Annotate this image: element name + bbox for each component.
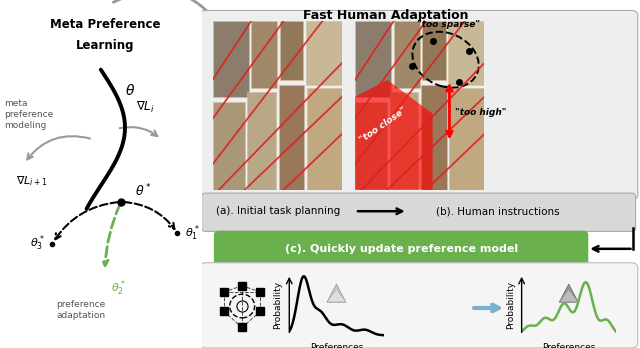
Text: $\theta^*$: $\theta^*$ xyxy=(135,183,152,200)
Bar xyxy=(390,92,419,190)
Bar xyxy=(212,21,249,97)
Bar xyxy=(248,92,276,190)
Bar xyxy=(307,88,342,190)
FancyBboxPatch shape xyxy=(200,263,638,348)
Text: $\theta_2^*$: $\theta_2^*$ xyxy=(111,278,125,298)
Text: "too sparse": "too sparse" xyxy=(417,20,480,29)
FancyBboxPatch shape xyxy=(214,231,588,268)
Text: $\nabla L_i$: $\nabla L_i$ xyxy=(136,100,154,115)
Bar xyxy=(355,21,391,97)
Text: Probability: Probability xyxy=(273,281,282,329)
Bar xyxy=(421,85,447,190)
FancyBboxPatch shape xyxy=(202,193,636,231)
Polygon shape xyxy=(355,80,433,190)
Text: $\theta_1^*$: $\theta_1^*$ xyxy=(186,223,200,243)
Text: $\nabla L_{i+1}$: $\nabla L_{i+1}$ xyxy=(16,174,48,188)
Text: $\theta$: $\theta$ xyxy=(125,83,135,98)
Bar xyxy=(448,21,484,85)
Text: meta
preference
modeling: meta preference modeling xyxy=(4,99,53,130)
Text: "too close": "too close" xyxy=(358,106,409,145)
Text: (b). Human instructions: (b). Human instructions xyxy=(436,206,559,216)
Bar xyxy=(394,21,420,88)
Bar xyxy=(422,21,445,80)
Text: (a). Initial task planning: (a). Initial task planning xyxy=(216,206,340,216)
Text: Probability: Probability xyxy=(506,281,515,329)
Text: Learning: Learning xyxy=(76,39,134,52)
Text: Fast Human Adaptation: Fast Human Adaptation xyxy=(303,9,468,22)
Bar xyxy=(252,21,277,88)
Text: preference
adaptation: preference adaptation xyxy=(56,300,105,320)
Bar xyxy=(212,102,245,190)
Bar xyxy=(355,102,387,190)
Text: Preferences: Preferences xyxy=(542,343,595,348)
Bar xyxy=(306,21,342,85)
FancyBboxPatch shape xyxy=(200,10,638,200)
Bar xyxy=(280,21,303,80)
Text: "too high": "too high" xyxy=(454,108,506,117)
Polygon shape xyxy=(327,289,346,302)
Bar xyxy=(278,85,305,190)
Bar xyxy=(449,88,484,190)
Text: Meta Preference: Meta Preference xyxy=(49,18,160,31)
Text: $\theta_3^*$: $\theta_3^*$ xyxy=(29,234,44,253)
Polygon shape xyxy=(559,284,578,302)
Polygon shape xyxy=(559,289,578,302)
Polygon shape xyxy=(327,284,346,302)
Text: (c). Quickly update preference model: (c). Quickly update preference model xyxy=(285,244,518,254)
Text: Preferences: Preferences xyxy=(310,343,363,348)
